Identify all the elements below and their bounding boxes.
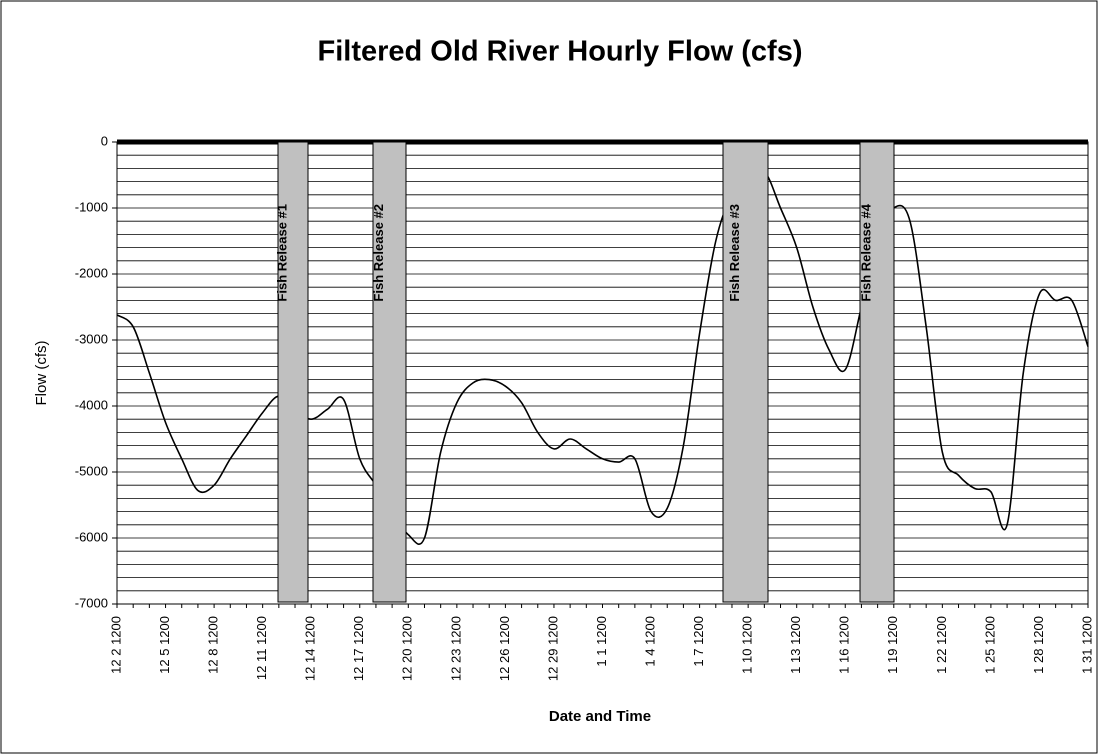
y-tick-label: -1000	[75, 199, 108, 214]
x-tick-label: 1 16 1200	[837, 616, 852, 674]
y-tick-label: -4000	[75, 397, 108, 412]
x-tick-label: 12 26 1200	[497, 616, 512, 681]
y-tick-label: -6000	[75, 529, 108, 544]
x-tick-label: 1 10 1200	[740, 616, 755, 674]
fish-release-band	[722, 141, 769, 603]
x-tick-label: 12 29 1200	[545, 616, 560, 681]
x-tick-label: 1 19 1200	[885, 616, 900, 674]
x-tick-label: 12 14 1200	[303, 616, 318, 681]
x-tick-label: 12 2 1200	[108, 616, 123, 674]
x-tick-label: 1 25 1200	[982, 616, 997, 674]
y-tick-label: -5000	[75, 463, 108, 478]
x-tick-label: 1 13 1200	[788, 616, 803, 674]
fish-release-label: Fish Release #4	[858, 203, 873, 301]
chart-title: Filtered Old River Hourly Flow (cfs)	[317, 36, 802, 68]
y-axis-label: Flow (cfs)	[33, 341, 50, 406]
fish-release-label: Fish Release #1	[274, 204, 289, 302]
x-tick-label: 1 4 1200	[642, 616, 657, 667]
y-tick-label: -7000	[75, 595, 108, 610]
x-tick-label: 1 28 1200	[1031, 616, 1046, 674]
fish-release-label: Fish Release #3	[727, 204, 742, 302]
x-tick-label: 1 22 1200	[934, 616, 949, 674]
y-tick-label: -2000	[75, 265, 108, 280]
fish-release-band	[859, 141, 895, 603]
x-tick-label: 1 1 1200	[594, 616, 609, 667]
fish-release-label: Fish Release #2	[371, 204, 386, 302]
y-tick-label: 0	[101, 133, 108, 148]
x-tick-label: 1 7 1200	[691, 616, 706, 667]
x-tick-label: 1 31 1200	[1079, 616, 1094, 674]
x-tick-label: 12 17 1200	[351, 616, 366, 681]
x-tick-label: 12 11 1200	[254, 616, 269, 680]
x-tick-label: 12 23 1200	[448, 616, 463, 681]
plot-area	[116, 141, 1089, 605]
fish-release-band	[372, 141, 407, 603]
x-tick-label: 12 8 1200	[206, 616, 221, 674]
x-tick-label: 12 20 1200	[400, 616, 415, 681]
fish-release-band	[277, 141, 309, 603]
x-axis-label: Date and Time	[549, 708, 651, 725]
x-tick-label: 12 5 1200	[157, 616, 172, 674]
y-tick-label: -3000	[75, 331, 108, 346]
